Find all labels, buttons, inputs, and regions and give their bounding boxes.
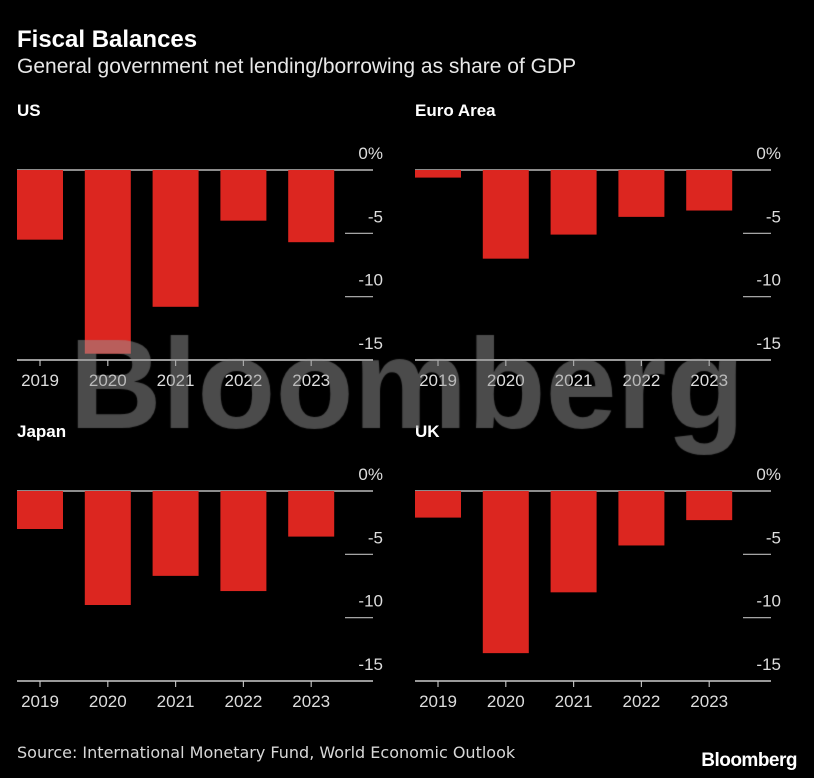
bar-2021: [550, 170, 597, 235]
y-tick-label: 0%: [358, 465, 383, 484]
bar-2023: [288, 170, 335, 243]
y-tick-label: 0%: [756, 465, 781, 484]
y-tick-label: -10: [756, 592, 781, 611]
x-tick-label: 2021: [555, 371, 593, 390]
y-tick-label: -10: [358, 592, 383, 611]
bar-2022: [220, 170, 267, 221]
bar-2020: [84, 170, 131, 354]
source-note: Source: International Monetary Fund, Wor…: [17, 743, 516, 762]
y-tick-label: 0%: [358, 144, 383, 163]
x-tick-label: 2021: [157, 692, 195, 711]
bar-2020: [482, 170, 529, 259]
x-tick-label: 2022: [224, 692, 262, 711]
bar-2020: [84, 491, 131, 605]
x-tick-label: 2020: [487, 692, 525, 711]
bar-2022: [220, 491, 267, 592]
y-tick-label: -5: [368, 528, 383, 547]
x-tick-label: 2022: [622, 371, 660, 390]
y-tick-label: -10: [756, 271, 781, 290]
x-tick-label: 2021: [555, 692, 593, 711]
bar-2019: [415, 491, 461, 518]
bar-2019: [17, 491, 63, 529]
y-tick-label: -15: [358, 334, 383, 353]
y-tick-label: -15: [358, 655, 383, 674]
bar-2021: [550, 491, 597, 593]
x-tick-label: 2020: [487, 371, 525, 390]
y-tick-label: -15: [756, 334, 781, 353]
x-tick-label: 2023: [690, 692, 728, 711]
bloomberg-logo: Bloomberg: [701, 750, 797, 771]
x-tick-label: 2022: [622, 692, 660, 711]
x-tick-label: 2020: [89, 371, 127, 390]
x-tick-label: 2020: [89, 692, 127, 711]
bar-2022: [618, 491, 665, 546]
bar-2023: [686, 170, 733, 211]
y-tick-label: 0%: [756, 144, 781, 163]
x-tick-label: 2021: [157, 371, 195, 390]
panel-title: Japan: [17, 422, 66, 441]
panel-title: UK: [415, 422, 440, 441]
y-tick-label: -5: [368, 207, 383, 226]
x-tick-label: 2023: [690, 371, 728, 390]
x-tick-label: 2023: [292, 371, 330, 390]
x-tick-label: 2023: [292, 692, 330, 711]
x-tick-label: 2019: [419, 692, 457, 711]
bar-2019: [415, 170, 461, 178]
bar-2023: [288, 491, 335, 537]
bar-2019: [17, 170, 63, 240]
bar-2020: [482, 491, 529, 654]
bar-2021: [152, 170, 199, 307]
x-tick-label: 2019: [21, 692, 59, 711]
x-tick-label: 2019: [419, 371, 457, 390]
y-tick-label: -15: [756, 655, 781, 674]
panel-title: Euro Area: [415, 101, 496, 120]
bar-2022: [618, 170, 665, 217]
panel-title: US: [17, 101, 41, 120]
y-tick-label: -5: [766, 207, 781, 226]
y-tick-label: -10: [358, 271, 383, 290]
bar-2021: [152, 491, 199, 576]
x-tick-label: 2019: [21, 371, 59, 390]
bar-2023: [686, 491, 733, 521]
y-tick-label: -5: [766, 528, 781, 547]
x-tick-label: 2022: [224, 371, 262, 390]
